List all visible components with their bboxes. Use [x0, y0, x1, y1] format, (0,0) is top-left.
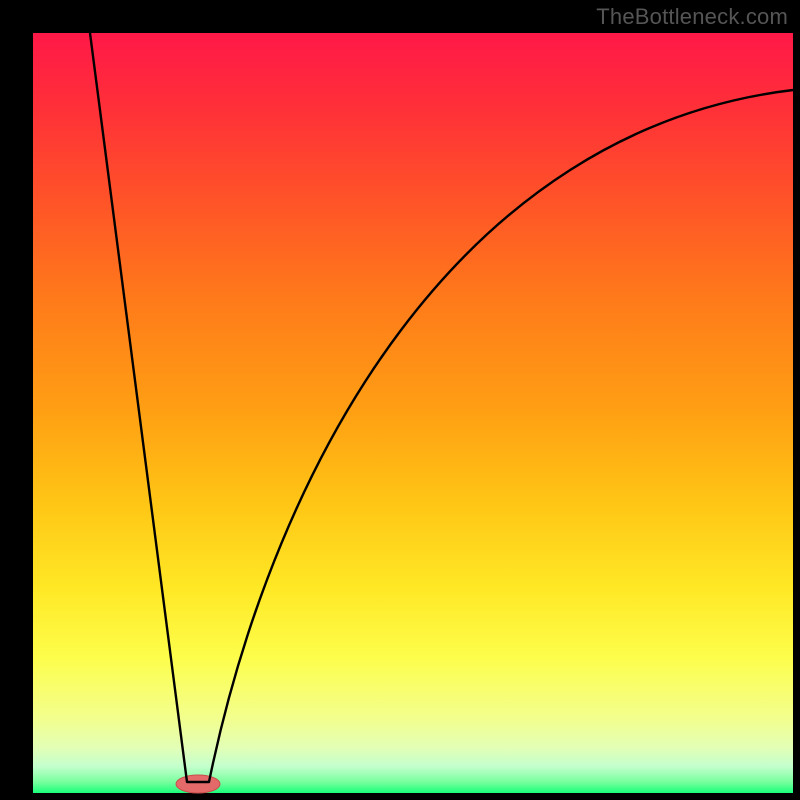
- bottleneck-chart: [0, 0, 800, 800]
- chart-container: TheBottleneck.com: [0, 0, 800, 800]
- watermark-text: TheBottleneck.com: [596, 4, 788, 30]
- bottleneck-marker: [176, 775, 220, 793]
- plot-background: [33, 33, 793, 793]
